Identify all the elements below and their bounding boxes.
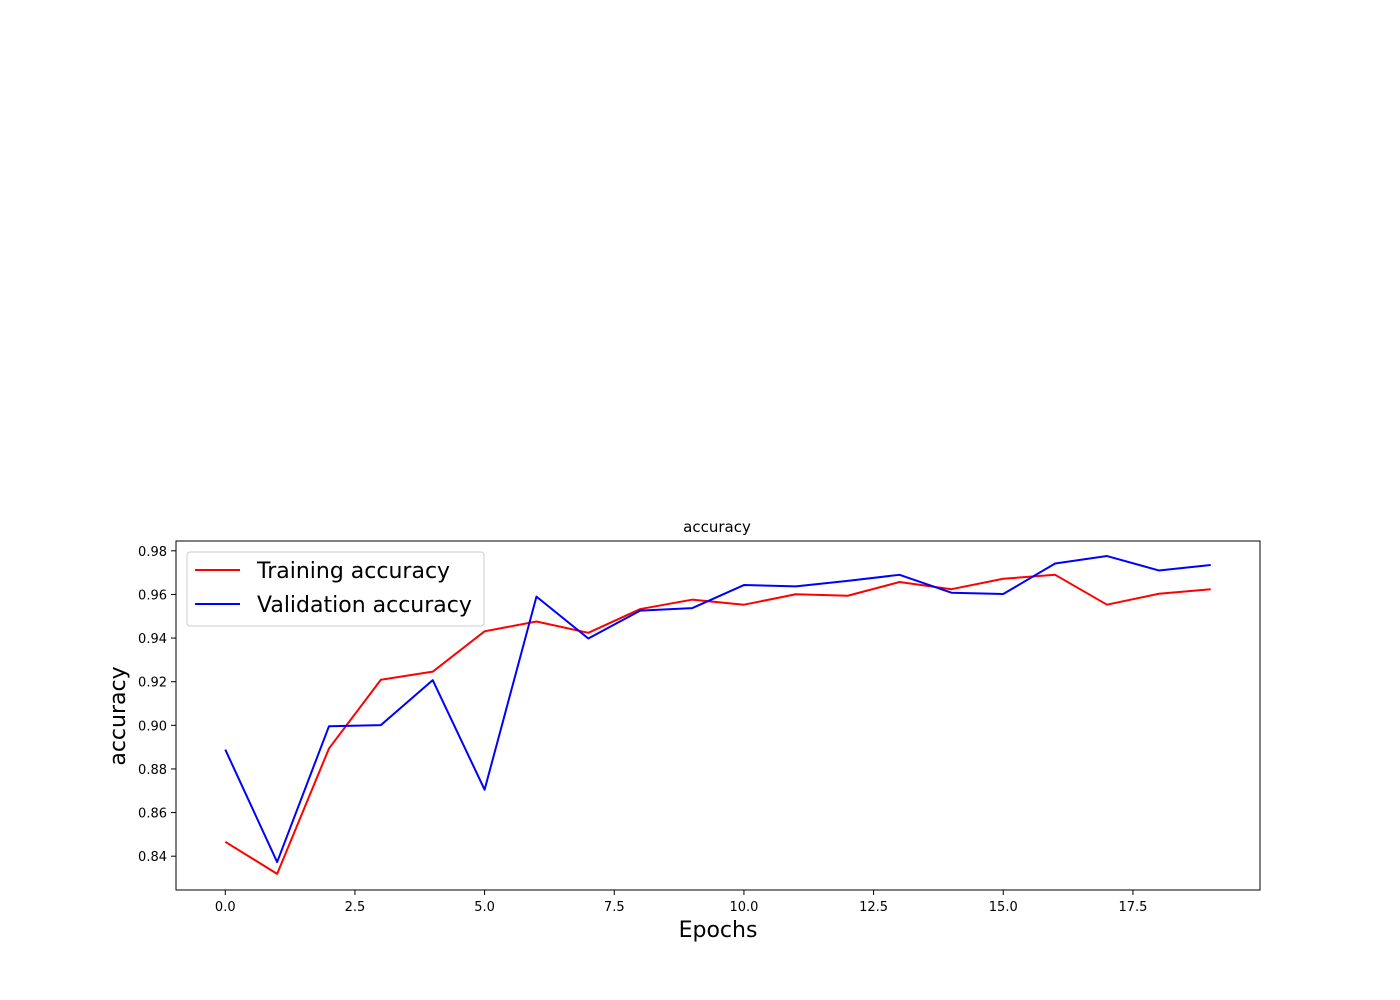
y-axis-label: accuracy: [106, 666, 131, 765]
y-tick-label: 0.96: [138, 588, 167, 603]
chart-title: accuracy: [683, 518, 751, 536]
x-tick-label: 2.5: [345, 900, 366, 915]
legend-label-training: Training accuracy: [256, 559, 450, 584]
series-line-validation-accuracy: [224, 555, 1211, 864]
x-tick-label: 10.0: [729, 900, 758, 915]
y-tick-label: 0.84: [138, 850, 167, 865]
y-tick-label: 0.88: [138, 763, 167, 778]
series-line-training-accuracy: [224, 573, 1211, 875]
x-tick-label: 5.0: [474, 900, 495, 915]
x-axis-label: Epochs: [679, 918, 758, 943]
plot-frame: [175, 540, 1261, 891]
legend-label-validation: Validation accuracy: [257, 593, 472, 618]
plot-area: [175, 540, 1261, 891]
x-tick-label: 15.0: [989, 900, 1018, 915]
y-tick-label: 0.86: [138, 807, 167, 822]
y-tick-label: 0.92: [138, 676, 167, 691]
legend-box: [186, 551, 485, 627]
y-axis: 0.84 0.86 0.88 0.90 0.92 0.94 0.96 0.98: [138, 545, 176, 865]
legend: Training accuracy Validation accuracy: [186, 551, 485, 627]
x-tick-label: 12.5: [859, 900, 888, 915]
x-tick-label: 17.5: [1118, 900, 1147, 915]
x-tick-label: 0.0: [215, 900, 236, 915]
x-tick-label: 7.5: [604, 900, 625, 915]
y-tick-label: 0.90: [138, 719, 167, 734]
y-tick-label: 0.98: [138, 545, 167, 560]
series-layer: [224, 555, 1211, 875]
x-axis: 0.0 2.5 5.0 7.5 10.0 12.5 15.0 17.5: [215, 890, 1147, 915]
y-tick-label: 0.94: [138, 632, 167, 647]
